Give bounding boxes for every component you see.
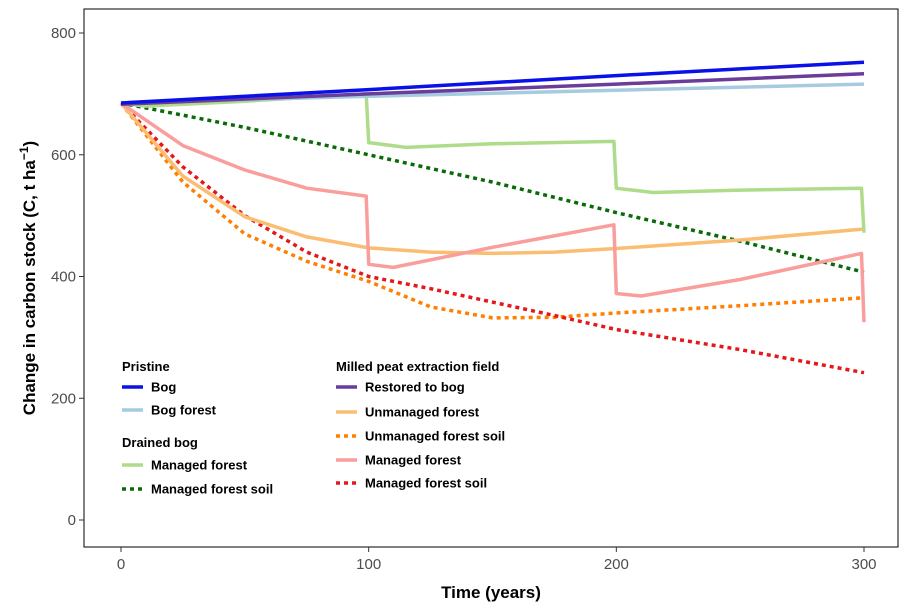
- series-line-managed-forest: [120, 101, 866, 323]
- x-axis-title: Time (years): [441, 583, 541, 602]
- y-axis-title-superscript: −1: [17, 146, 31, 160]
- legend-label-drained-managed-forest-soil: Managed forest soil: [151, 482, 273, 497]
- series-line-restored-to-bog: [120, 72, 865, 106]
- y-axis-title-close: ): [20, 141, 39, 147]
- legend-label-unmanaged-forest: Unmanaged forest: [365, 405, 480, 420]
- series-line-managed-forest-soil: [119, 101, 865, 375]
- x-axis-ticks: 0 100 200 300: [117, 547, 877, 573]
- series-line-bog: [120, 60, 865, 105]
- legend-label-bog-forest: Bog forest: [151, 403, 217, 418]
- legend-item-milled-managed-forest-soil: Managed forest soil: [336, 476, 487, 491]
- x-tick-label: 0: [117, 556, 125, 573]
- y-axis-title-main: Change in carbon stock (C, t ha: [20, 160, 39, 416]
- y-axis-title: Change in carbon stock (C, t ha−1): [17, 141, 39, 415]
- legend-item-unmanaged-forest: Unmanaged forest: [336, 405, 480, 420]
- legend-item-bog-forest: Bog forest: [122, 403, 217, 418]
- y-tick-label: 200: [51, 390, 76, 407]
- legend: Pristine Bog Bog forest Drained bog Mana…: [122, 359, 505, 497]
- legend-item-milled-managed-forest: Managed forest: [336, 453, 462, 468]
- legend-title-milled-peat: Milled peat extraction field: [336, 359, 499, 374]
- x-tick-label: 300: [851, 556, 876, 573]
- legend-title-pristine: Pristine: [122, 359, 170, 374]
- legend-item-restored-to-bog: Restored to bog: [336, 380, 465, 395]
- legend-label-unmanaged-forest-soil: Unmanaged forest soil: [365, 429, 505, 444]
- y-tick-label: 400: [51, 269, 76, 286]
- x-tick-label: 100: [356, 556, 381, 573]
- y-tick-label: 600: [51, 147, 76, 164]
- legend-label-milled-managed-forest: Managed forest: [365, 453, 462, 468]
- series-line-unmanaged-forest-soil: [119, 101, 865, 320]
- legend-item-unmanaged-forest-soil: Unmanaged forest soil: [336, 429, 505, 444]
- legend-item-bog: Bog: [122, 380, 176, 395]
- legend-item-drained-managed-forest-soil: Managed forest soil: [122, 482, 273, 497]
- legend-title-drained-bog: Drained bog: [122, 435, 198, 450]
- x-tick-label: 200: [604, 556, 629, 573]
- legend-item-drained-managed-forest: Managed forest: [122, 458, 248, 473]
- legend-label-bog: Bog: [151, 380, 176, 395]
- legend-label-drained-managed-forest: Managed forest: [151, 458, 248, 473]
- series-line-unmanaged-forest: [119, 101, 865, 256]
- y-tick-label: 0: [68, 512, 76, 529]
- y-tick-label: 800: [51, 25, 76, 42]
- y-axis-ticks: 0 200 400 600 800: [51, 25, 84, 529]
- legend-label-restored-to-bog: Restored to bog: [365, 380, 465, 395]
- series-layer: [119, 60, 866, 375]
- legend-label-milled-managed-forest-soil: Managed forest soil: [365, 476, 487, 491]
